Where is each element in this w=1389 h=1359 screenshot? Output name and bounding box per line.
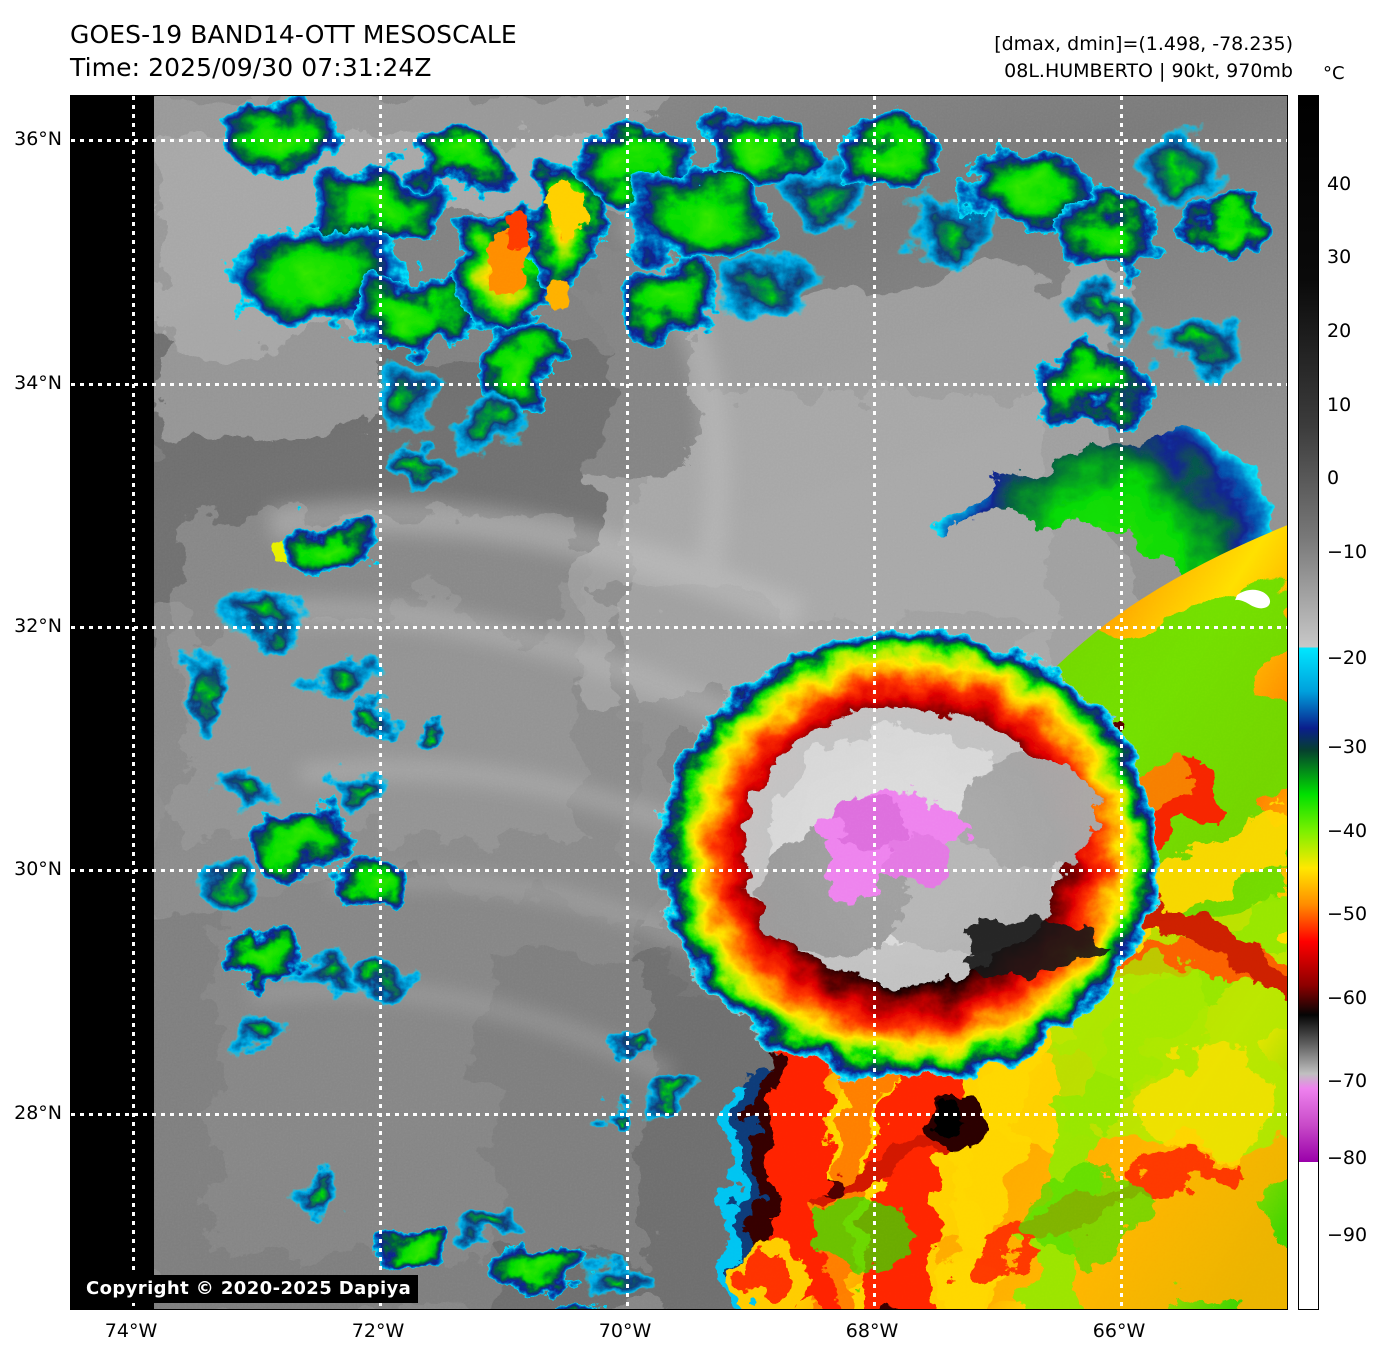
lon-tick-74w: 74°W bbox=[104, 1320, 158, 1342]
lat-tick-36n: 36°N bbox=[14, 128, 62, 150]
header-meta-block: [dmax, dmin]=(1.498, -78.235) 08L.HUMBER… bbox=[994, 31, 1293, 85]
cb-tick-m20: −20 bbox=[1327, 647, 1368, 669]
data-range-label: [dmax, dmin]=(1.498, -78.235) bbox=[994, 33, 1293, 55]
cb-tick-m40: −40 bbox=[1327, 820, 1368, 842]
cb-tick-m30: −30 bbox=[1327, 736, 1368, 758]
lon-tick-72w: 72°W bbox=[351, 1320, 405, 1342]
cb-tick-m60: −60 bbox=[1327, 987, 1368, 1009]
header-title-block: GOES-19 BAND14-OTT MESOSCALE Time: 2025/… bbox=[70, 18, 517, 84]
lat-tick-30n: 30°N bbox=[14, 858, 62, 880]
lat-tick-34n: 34°N bbox=[14, 372, 62, 394]
storm-info-label: 08L.HUMBERTO | 90kt, 970mb bbox=[1004, 60, 1293, 82]
lon-tick-66w: 66°W bbox=[1092, 1320, 1146, 1342]
lon-tick-68w: 68°W bbox=[845, 1320, 899, 1342]
satellite-image-plot[interactable]: Copyright © 2020-2025 Dapiya bbox=[70, 95, 1288, 1310]
page-title: GOES-19 BAND14-OTT MESOSCALE bbox=[70, 20, 517, 49]
colorbar-gradient bbox=[1299, 96, 1318, 1309]
colorbar-unit-label: °C bbox=[1323, 63, 1345, 84]
infrared-satellite-raster bbox=[71, 96, 1287, 1309]
lon-tick-70w: 70°W bbox=[598, 1320, 652, 1342]
temperature-colorbar[interactable] bbox=[1298, 95, 1319, 1310]
cb-tick-m10: −10 bbox=[1327, 541, 1368, 563]
no-data-region bbox=[71, 96, 154, 1309]
cb-tick-40: 40 bbox=[1327, 173, 1352, 195]
cb-tick-20: 20 bbox=[1327, 320, 1352, 342]
cb-tick-m80: −80 bbox=[1327, 1147, 1368, 1169]
cb-tick-m70: −70 bbox=[1327, 1070, 1368, 1092]
lat-tick-32n: 32°N bbox=[14, 615, 62, 637]
copyright-notice: Copyright © 2020-2025 Dapiya bbox=[79, 1275, 419, 1303]
cb-tick-m90: −90 bbox=[1327, 1224, 1368, 1246]
cb-tick-0: 0 bbox=[1327, 467, 1340, 489]
cb-tick-10: 10 bbox=[1327, 394, 1352, 416]
lat-tick-28n: 28°N bbox=[14, 1102, 62, 1124]
timestamp-label: Time: 2025/09/30 07:31:24Z bbox=[70, 53, 432, 82]
cb-tick-m50: −50 bbox=[1327, 903, 1368, 925]
cb-tick-30: 30 bbox=[1327, 246, 1352, 268]
